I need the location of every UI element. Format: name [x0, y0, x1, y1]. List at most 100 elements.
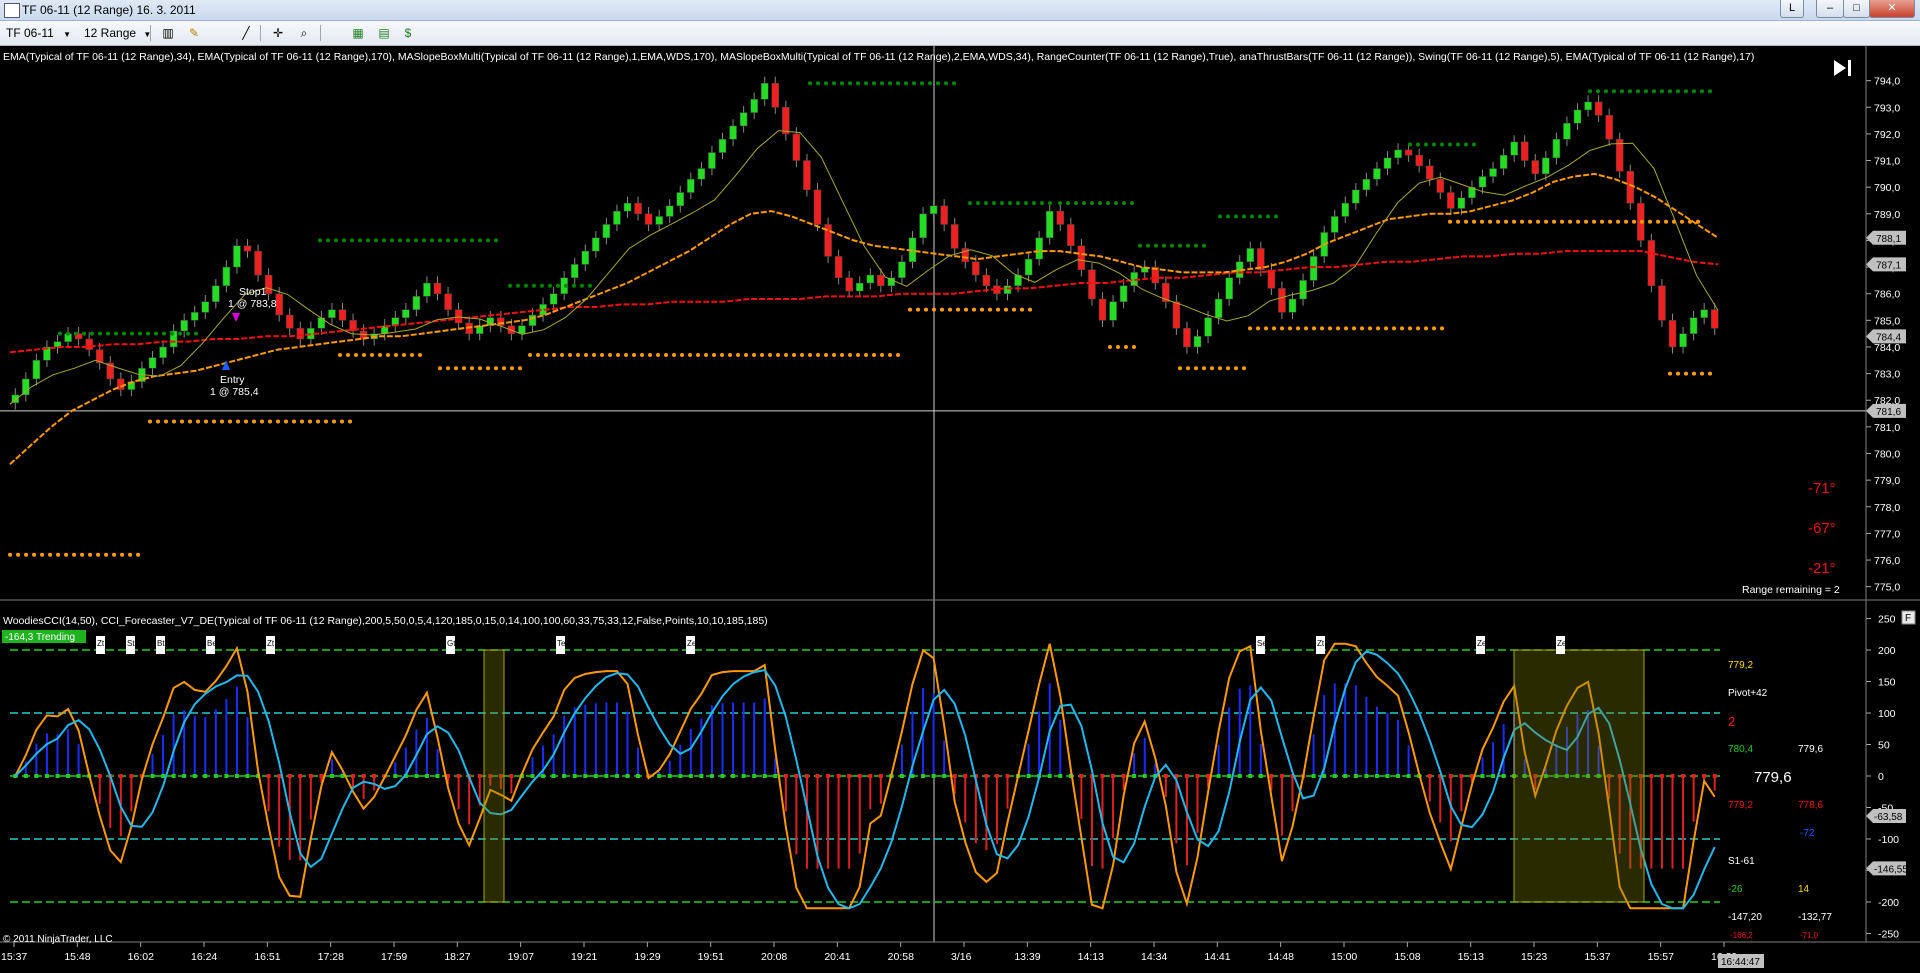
swing-dot: [632, 352, 636, 357]
cci-zero-dot: [118, 774, 123, 778]
pattern-label: Ze: [1476, 636, 1487, 654]
candle: [1478, 169, 1487, 194]
swing-dot: [896, 352, 900, 357]
swing-dot: [170, 331, 174, 336]
swing-dot: [1066, 201, 1070, 206]
candle: [1024, 252, 1033, 282]
candle: [1352, 183, 1360, 210]
swing-dot: [880, 352, 884, 357]
cci-marker: -63,58: [1866, 809, 1906, 824]
up-candle: [201, 301, 210, 313]
up-candle: [1288, 298, 1297, 313]
swing-dot: [1568, 219, 1572, 224]
swing-dot: [252, 419, 256, 424]
indicators-icon[interactable]: ▤: [378, 26, 390, 40]
swing-dot: [1234, 366, 1238, 371]
crosshair-icon[interactable]: ✛: [272, 26, 284, 40]
swing-dot: [608, 352, 612, 357]
down-candle: [1520, 141, 1529, 161]
draw-pencil-icon[interactable]: ✎: [188, 26, 200, 40]
bar-style-icon[interactable]: ▥: [162, 26, 174, 40]
price-axis-label: 777,0: [1874, 528, 1900, 540]
cci-zero-dot: [1575, 774, 1580, 778]
down-candle: [338, 309, 347, 321]
cci-zero-dot: [709, 774, 714, 778]
swing-dot: [350, 238, 354, 243]
cci-zero-dot: [625, 774, 630, 778]
swing-dot: [1624, 219, 1628, 224]
candle: [85, 332, 93, 357]
strategies-icon[interactable]: $: [404, 26, 412, 40]
instrument-selector[interactable]: TF 06-11 ▼: [6, 25, 71, 41]
cci-zero-dot: [435, 774, 440, 778]
f-button[interactable]: [1901, 610, 1916, 625]
candle: [412, 289, 421, 317]
swing-dot: [220, 419, 224, 424]
swing-dot: [572, 283, 576, 288]
swing-dot: [82, 331, 86, 336]
candle: [950, 217, 959, 256]
down-candle: [1162, 282, 1170, 302]
time-axis-label: 14:13: [1078, 951, 1104, 963]
down-candle: [1626, 170, 1635, 204]
maximize-button[interactable]: □: [1843, 0, 1870, 18]
swing-dot: [374, 238, 378, 243]
swing-dot: [1588, 89, 1592, 94]
swing-dot: [1090, 201, 1094, 206]
swing-dot: [952, 81, 956, 86]
data-box-icon[interactable]: ▦: [352, 26, 364, 40]
cci-zero-dot: [234, 774, 239, 778]
drawing-tools-icon[interactable]: ╱: [242, 26, 250, 40]
candle: [423, 276, 431, 304]
angle-2: -67°: [1808, 520, 1836, 537]
cci-zero-dot: [414, 774, 419, 778]
up-candle: [1109, 301, 1117, 321]
swing-dot: [470, 366, 474, 371]
swing-dot: [1528, 219, 1532, 224]
swing-dot: [1170, 243, 1174, 248]
cci-zero-dot: [1353, 774, 1358, 778]
candle: [803, 153, 811, 197]
cci-zero-dot: [688, 774, 693, 778]
candle: [243, 239, 252, 258]
candle: [53, 334, 62, 354]
down-candle: [782, 107, 790, 135]
close-button[interactable]: ✕: [1869, 0, 1915, 18]
pattern-label: Se: [1256, 636, 1267, 654]
trend-badge: -164,3 Trending: [5, 632, 75, 643]
lock-button[interactable]: L: [1780, 0, 1804, 18]
chart-scroll-end-icon[interactable]: [1834, 60, 1851, 76]
swing-dot: [880, 81, 884, 86]
up-candle: [43, 346, 51, 361]
up-candle: [1035, 237, 1043, 260]
chart-canvas[interactable]: Zt St Bt Be Zt Gt Te Ze Se Zt Ze Ze 794,0 793,0 792,0…: [0, 46, 1920, 973]
minimize-button[interactable]: –: [1816, 0, 1844, 18]
time-axis-label: 15:13: [1458, 951, 1484, 963]
cci-zero-dot: [446, 774, 451, 778]
swing-dot: [470, 238, 474, 243]
swing-dot: [912, 81, 916, 86]
candle: [855, 276, 864, 298]
swing-dot: [672, 352, 676, 357]
swing-dot: [1242, 214, 1246, 219]
swing-dot: [680, 352, 684, 357]
pattern-label-bg: [96, 636, 105, 654]
swing-dot: [848, 81, 852, 86]
swing-dot: [556, 283, 560, 288]
candle: [1077, 239, 1086, 277]
down-candle: [1278, 288, 1286, 313]
side-value-9: -72: [1800, 828, 1815, 839]
swing-dot: [148, 419, 152, 424]
swing-dot: [1218, 366, 1222, 371]
candle: [1067, 217, 1075, 253]
swing-dot: [1628, 89, 1632, 94]
candle: [581, 244, 590, 272]
swing-dot: [768, 352, 772, 357]
zoom-icon[interactable]: ⌕: [300, 26, 308, 40]
period-selector[interactable]: 12 Range ▼: [84, 25, 151, 41]
swing-dot: [1132, 344, 1136, 349]
swing-dot: [532, 283, 536, 288]
cci-zero-dot: [583, 774, 588, 778]
swing-dot: [1016, 201, 1020, 206]
swing-dot: [1456, 219, 1460, 224]
